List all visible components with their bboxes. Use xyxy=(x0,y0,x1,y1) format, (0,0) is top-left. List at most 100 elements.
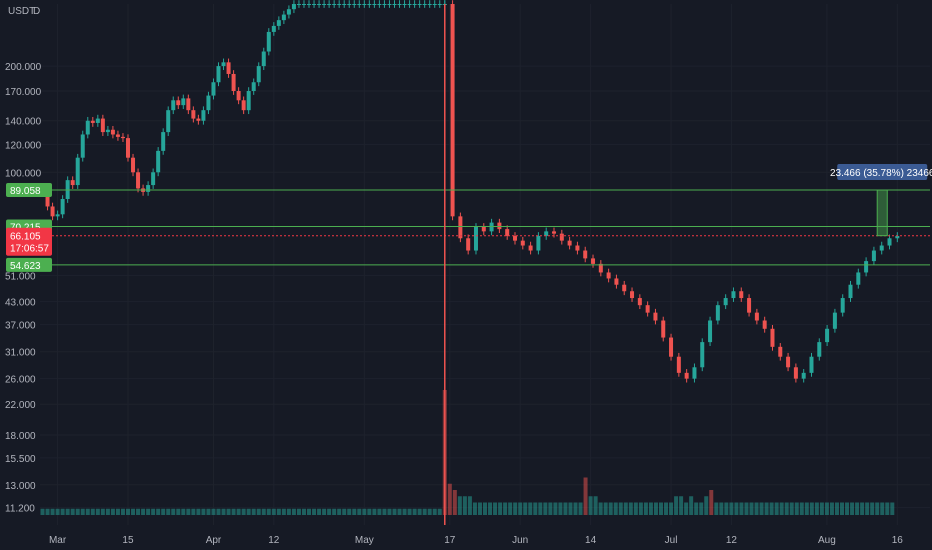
current-price-label: 66.105 xyxy=(10,232,41,243)
candle-body xyxy=(327,4,332,5)
volume-bar xyxy=(694,502,699,515)
volume-bar xyxy=(759,502,764,515)
candle-body xyxy=(271,25,276,32)
volume-bar xyxy=(483,502,487,515)
candle-body xyxy=(156,150,161,173)
volume-bar xyxy=(724,502,729,515)
candle-body xyxy=(684,372,689,379)
volume-bar xyxy=(457,496,462,515)
y-tick-label: 11.200 xyxy=(5,504,35,515)
candle-body xyxy=(206,95,211,111)
candle-body xyxy=(864,261,869,273)
volume-bar xyxy=(296,508,301,515)
volume-bar xyxy=(563,502,568,515)
level-tag xyxy=(6,257,52,272)
volume-bar xyxy=(151,508,156,515)
volume-bar xyxy=(809,502,814,515)
currency-suffix: D xyxy=(33,6,40,17)
volume-bar xyxy=(206,508,211,515)
candle-body xyxy=(559,233,564,241)
candle-body xyxy=(332,4,337,5)
volume-bar xyxy=(498,502,503,515)
candle-body xyxy=(412,4,417,5)
volume-bar xyxy=(181,508,186,515)
y-tick-label: 100.000 xyxy=(5,168,42,179)
volume-bar xyxy=(729,502,734,515)
candle-body xyxy=(196,118,201,121)
volume-bar xyxy=(80,508,85,515)
y-tick-label: 140.000 xyxy=(5,117,42,128)
volume-bar xyxy=(171,508,176,515)
volume-bar xyxy=(664,502,669,515)
volume-bar xyxy=(291,508,296,515)
candle-body xyxy=(786,356,791,368)
volume-bar xyxy=(352,508,357,515)
candle-body xyxy=(161,132,166,151)
candle-body xyxy=(432,4,437,5)
candle-body xyxy=(575,245,580,251)
candle-body xyxy=(598,263,603,273)
y-tick-label: 26.000 xyxy=(5,375,36,386)
volume-bar xyxy=(377,508,382,515)
y-tick-label: 43.000 xyxy=(5,298,36,309)
candle-body xyxy=(125,138,130,158)
candle-body xyxy=(505,229,510,236)
volume-bar xyxy=(417,508,422,515)
candle-body xyxy=(221,62,226,67)
volume-bar xyxy=(533,502,538,515)
measure-label-bg xyxy=(837,164,928,181)
volume-bar xyxy=(271,508,276,515)
candle-body xyxy=(256,66,261,83)
volume-bar xyxy=(65,508,70,515)
y-tick-label: 170.000 xyxy=(5,87,42,98)
volume-bar xyxy=(110,508,115,515)
volume-bar xyxy=(312,508,317,515)
volume-bar xyxy=(231,508,236,515)
volume-bar xyxy=(45,508,50,515)
candle-body xyxy=(115,134,120,137)
volume-bar xyxy=(568,502,573,515)
volume-bar xyxy=(75,508,80,515)
volume-bar xyxy=(412,508,417,515)
candle-body xyxy=(100,118,105,133)
volume-bar xyxy=(880,502,885,515)
volume-bar xyxy=(860,502,865,515)
volume-bar xyxy=(196,508,201,515)
candle-body xyxy=(747,298,752,313)
candle-body xyxy=(211,82,216,96)
volume-bar xyxy=(432,508,437,515)
volume-bar xyxy=(648,502,653,515)
candle-body xyxy=(817,342,822,357)
candle-body xyxy=(417,4,422,5)
volume-bar xyxy=(845,502,850,515)
x-tick-label: 16 xyxy=(892,535,904,546)
measure-box xyxy=(876,189,888,237)
candle-body xyxy=(151,172,156,186)
volume-bar xyxy=(447,483,452,515)
countdown-label: 17:06:57 xyxy=(10,244,49,255)
candle-body xyxy=(347,4,352,5)
volume-bar xyxy=(342,508,347,515)
candle-body xyxy=(146,185,151,192)
candle-body xyxy=(645,305,650,313)
volume-bar xyxy=(392,508,397,515)
volume-bar xyxy=(789,502,794,515)
candle-body xyxy=(176,100,181,106)
volume-bar xyxy=(472,502,477,515)
volume-bar xyxy=(503,502,508,515)
volume-bar xyxy=(467,496,472,515)
candle-body xyxy=(392,4,397,5)
candle-body xyxy=(676,356,681,373)
candle-body xyxy=(201,110,206,121)
volume-bar xyxy=(885,502,890,515)
volume-bar xyxy=(251,508,256,515)
volume-bar xyxy=(286,508,291,515)
volume-bar xyxy=(855,502,860,515)
x-tick-label: Jun xyxy=(512,535,528,546)
candle-body xyxy=(241,100,246,111)
volume-bar xyxy=(307,508,312,515)
y-tick-label: 200.000 xyxy=(5,62,42,73)
candle-body xyxy=(397,4,402,5)
volume-bar xyxy=(709,490,714,515)
